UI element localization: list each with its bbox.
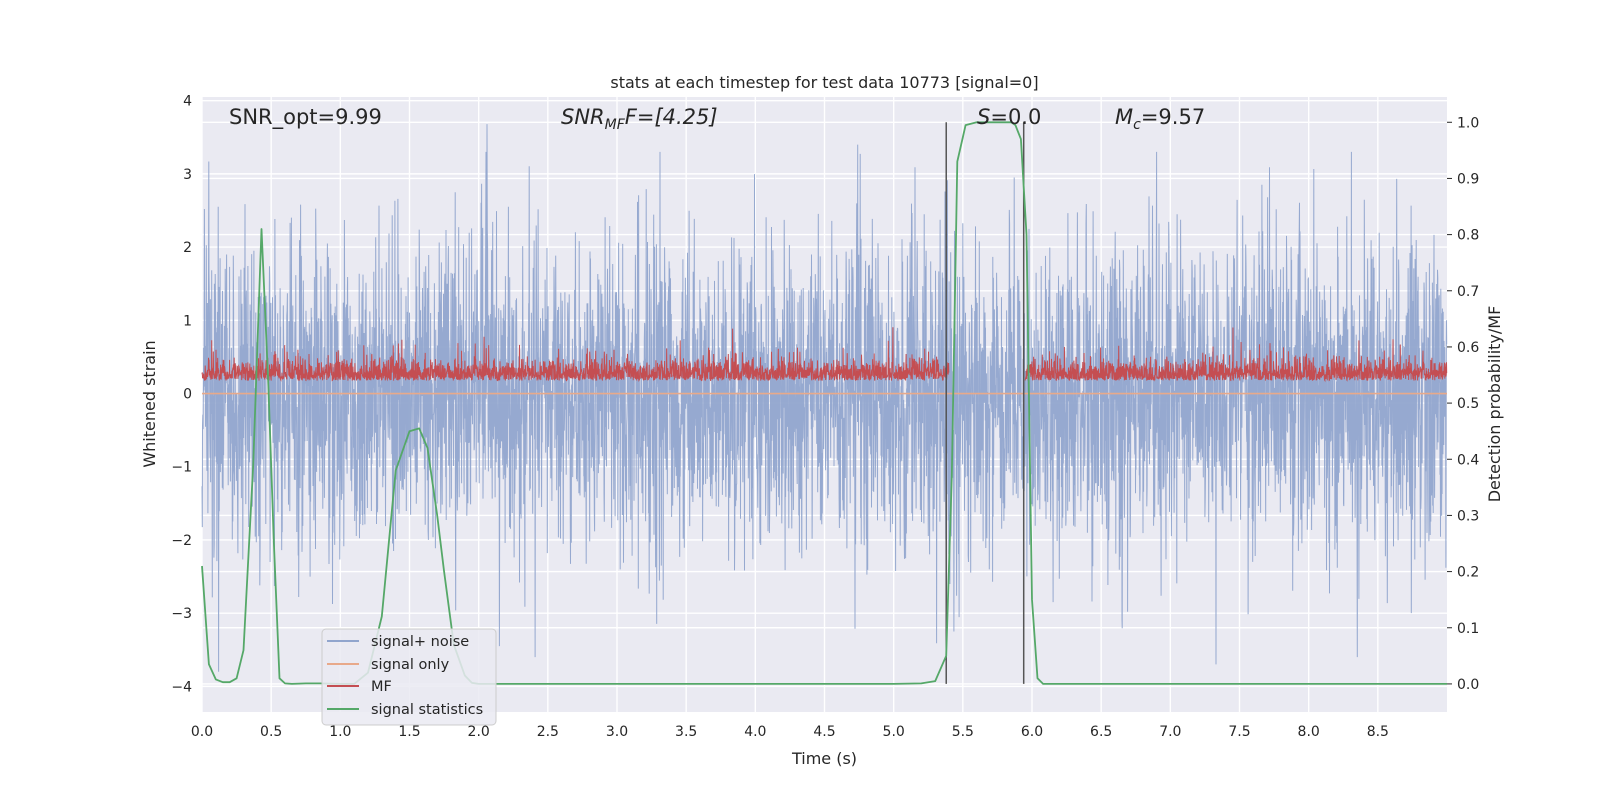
right-y-tick-labels: 1.0 0.9 0.8 0.7 0.6 0.5 0.4 0.3 0.2 0.1 0.0: [1447, 115, 1479, 693]
left-y-tick-label: −2: [171, 533, 192, 549]
right-y-tick-label: 1.0: [1457, 115, 1479, 131]
x-tick-label: 1.0: [329, 724, 351, 740]
right-y-tick-label: 0.7: [1457, 284, 1479, 300]
right-y-tick-label: 0.3: [1457, 508, 1479, 524]
right-y-tick-label: 0.4: [1457, 452, 1479, 468]
x-tick-label: 1.5: [398, 724, 420, 740]
legend-label-mf: MF: [371, 679, 392, 695]
right-y-tick-label: 0.5: [1457, 396, 1479, 412]
right-y-tick-label: 0.1: [1457, 621, 1479, 637]
chart-title: stats at each timestep for test data 107…: [610, 73, 1038, 92]
left-y-tick-label: 2: [183, 240, 192, 256]
annotation-snr-opt: SNR_opt=9.99: [229, 105, 382, 130]
legend-label-signal-only: signal only: [371, 657, 450, 673]
x-tick-label: 5.0: [883, 724, 905, 740]
series-signal-noise: [201, 124, 1448, 672]
x-tick-label: 8.0: [1298, 724, 1320, 740]
right-y-tick-label: 0.9: [1457, 171, 1479, 187]
left-y-tick-label: 3: [183, 167, 192, 183]
left-y-tick-labels: 4 3 2 1 0 −1 −2 −3 −4: [171, 94, 192, 696]
series-mf: [201, 327, 1448, 383]
x-tick-label: 2.0: [468, 724, 490, 740]
legend-box: [321, 628, 497, 726]
x-tick-label: 3.5: [675, 724, 697, 740]
left-y-axis-label: Whitened strain: [140, 340, 159, 467]
legend-label-signal-noise: signal+ noise: [371, 634, 469, 650]
left-y-tick-label: −4: [171, 679, 192, 695]
left-y-tick-label: 0: [183, 387, 192, 403]
x-tick-label: 5.5: [952, 724, 974, 740]
x-tick-label: 7.0: [1159, 724, 1181, 740]
legend-label-signal-statistics: signal statistics: [371, 702, 483, 718]
annotation-s: S=0.0: [977, 105, 1041, 129]
x-tick-label: 8.5: [1367, 724, 1389, 740]
annotation-snr-mf: SNRMFF=[4.25]: [561, 105, 718, 133]
x-tick-label: 6.0: [1021, 724, 1043, 740]
left-y-tick-label: 4: [183, 94, 192, 110]
x-tick-label: 7.5: [1228, 724, 1250, 740]
right-y-tick-label: 0.6: [1457, 340, 1479, 356]
x-tick-labels: 0.0 0.5 1.0 1.5 2.0 2.5 3.0 3.5 4.0 4.5 5.0 5.5 6.0 6…: [191, 724, 1389, 740]
left-y-tick-label: −3: [171, 606, 192, 622]
annotation-mc: Mc=9.57: [1115, 105, 1205, 133]
x-tick-label: 4.5: [813, 724, 835, 740]
x-tick-label: 3.0: [606, 724, 628, 740]
x-axis-label: Time (s): [791, 749, 857, 768]
right-y-tick-label: 0.8: [1457, 228, 1479, 244]
x-tick-label: 0.5: [260, 724, 282, 740]
x-tick-label: 0.0: [191, 724, 213, 740]
x-tick-label: 6.5: [1090, 724, 1112, 740]
right-y-tick-label: 0.0: [1457, 677, 1479, 693]
left-y-tick-label: 1: [183, 313, 192, 329]
x-tick-label: 2.5: [537, 724, 559, 740]
x-tick-label: 4.0: [744, 724, 766, 740]
right-y-tick-label: 0.2: [1457, 565, 1479, 581]
legend: signal+ noise signal only MF signal stat…: [321, 628, 497, 726]
right-y-axis-label: Detection probability/MF: [1485, 306, 1504, 503]
left-y-tick-label: −1: [171, 460, 192, 476]
